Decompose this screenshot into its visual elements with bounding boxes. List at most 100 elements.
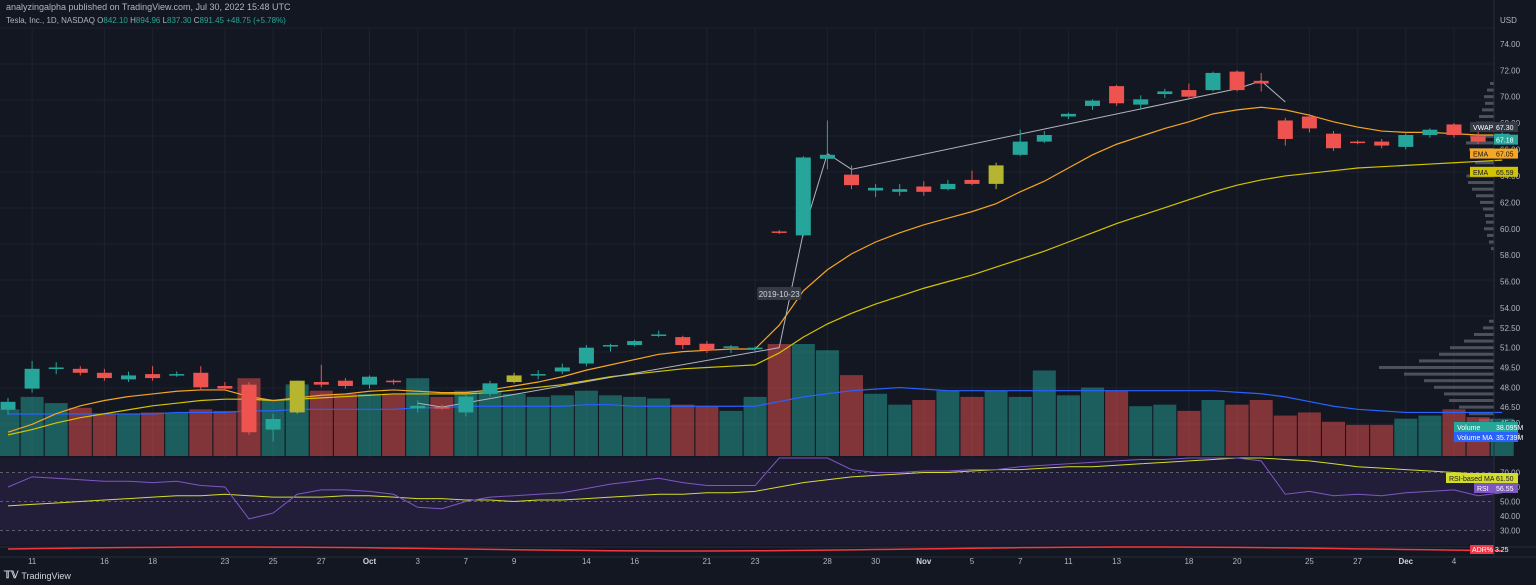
rsi-ma-line <box>7 457 1503 507</box>
time-axis-label: 25 <box>1305 557 1314 566</box>
volume-ma-tag-name: Volume MA <box>1457 435 1493 442</box>
candle-body <box>265 419 281 430</box>
volume-tag-value: 38.095M <box>1496 425 1523 432</box>
time-axis-label: 18 <box>1184 557 1193 566</box>
volume-bar <box>165 412 189 456</box>
rsi-ma-tag-value-box <box>1494 473 1518 483</box>
ema-slow-line <box>7 159 1503 436</box>
volume-bar <box>1201 400 1225 456</box>
candle-body <box>1277 120 1293 139</box>
candle-body <box>844 174 859 186</box>
volume-bar <box>695 406 719 456</box>
volume-bar <box>430 396 454 456</box>
candle-body <box>1012 141 1028 155</box>
volume-bar <box>1249 400 1273 456</box>
price-axis-label: 60.00 <box>1500 225 1521 234</box>
candle-body <box>1060 113 1076 117</box>
volume-bar <box>719 410 743 456</box>
ohlc-high: 894.96 <box>135 16 161 25</box>
volume-bar <box>0 409 20 456</box>
rsi-tag-name: RSI <box>1477 486 1489 493</box>
candle-body <box>988 165 1004 184</box>
volume-profile-bar <box>1379 365 1494 369</box>
time-axis-label: 25 <box>269 557 278 566</box>
candle-body <box>96 372 112 379</box>
candle-body <box>868 187 884 191</box>
volume-bar <box>117 414 140 456</box>
volume-profile-bar <box>1489 319 1494 323</box>
price-tag-1-value-box <box>1494 134 1518 145</box>
volume-profile-bar <box>1449 399 1494 403</box>
candle-body <box>578 347 594 364</box>
ohlc-low: 837.30 <box>167 16 192 25</box>
volume-bar <box>1153 404 1177 456</box>
price-axis-label: 54.00 <box>1500 304 1521 313</box>
candle-body <box>1253 80 1269 84</box>
candle-body <box>289 380 305 413</box>
candle-body <box>1374 141 1390 146</box>
volume-profile-bar <box>1489 240 1494 244</box>
volume-profile-bar <box>1483 326 1494 330</box>
time-axis-label: 21 <box>702 557 711 566</box>
candle-body <box>169 374 185 376</box>
time-axis-label: 9 <box>512 557 517 566</box>
candle-body <box>72 368 88 373</box>
candle-body <box>1036 135 1052 142</box>
volume-profile-bar <box>1469 412 1494 416</box>
time-axis-label: 23 <box>220 557 229 566</box>
volume-tag-name: Volume <box>1457 425 1480 432</box>
volume-bar <box>1177 410 1201 456</box>
volume-bar <box>1081 387 1104 456</box>
date-tooltip-text: 2019-10-23 <box>759 290 800 299</box>
volume-bar <box>1418 415 1442 456</box>
volume-profile-bar <box>1464 339 1494 343</box>
volume-bar <box>526 396 550 456</box>
price-axis-label: 58.00 <box>1500 251 1521 260</box>
candle-body <box>1181 90 1197 97</box>
time-axis-label: 23 <box>751 557 760 566</box>
candle-body <box>410 405 426 409</box>
volume-bar <box>815 350 839 456</box>
volume-bar <box>1297 412 1321 456</box>
volume-bar <box>1008 396 1032 456</box>
volume-bar <box>912 400 936 456</box>
volume-profile-bar <box>1424 379 1494 383</box>
volume-profile-bar <box>1484 95 1494 99</box>
tradingview-brand[interactable]: 𝕋𝕍 TradingView <box>4 570 71 581</box>
price-axis-label: 56.00 <box>1500 278 1521 287</box>
currency-label[interactable]: USD <box>1500 16 1517 25</box>
rsi-ma-tag-box <box>1446 473 1494 483</box>
candle-body <box>145 374 161 379</box>
price-axis-label: 49.50 <box>1500 363 1521 372</box>
candle-body <box>1229 71 1245 91</box>
candle-body <box>482 383 498 394</box>
volume-profile-bar <box>1439 352 1494 356</box>
time-axis-label: 16 <box>100 557 109 566</box>
symbol-title[interactable]: Tesla, Inc., 1D, NASDAQ <box>6 16 95 25</box>
price-axis-label: 70.00 <box>1500 93 1521 102</box>
candle-body <box>554 367 570 372</box>
ohlc-close-label: C <box>193 16 200 25</box>
price-tag-1-value: 67.18 <box>1496 138 1514 145</box>
rsi-axis-label: 40.00 <box>1500 512 1521 521</box>
rsi-ma-tag-name: RSI-based MA <box>1449 476 1495 483</box>
volume-profile-bar <box>1490 81 1494 85</box>
price-tag-3-name: EMA <box>1473 170 1489 177</box>
candle-body <box>892 189 908 192</box>
candle-body <box>121 375 136 380</box>
volume-profile-bar <box>1485 101 1494 105</box>
candle-body <box>723 346 739 348</box>
candle-body <box>1470 136 1486 142</box>
brand-name: TradingView <box>21 570 71 581</box>
price-axis-label: 51.00 <box>1500 344 1521 353</box>
volume-bar <box>189 409 213 456</box>
volume-bar <box>791 344 815 456</box>
time-axis-label: 20 <box>1233 557 1242 566</box>
volume-profile-bar <box>1444 392 1494 396</box>
volume-bar <box>1322 421 1345 456</box>
volume-profile-bar <box>1468 181 1494 185</box>
volume-profile-bar <box>1484 227 1494 231</box>
time-axis-label: 16 <box>630 557 639 566</box>
volume-profile-bar <box>1487 88 1494 92</box>
